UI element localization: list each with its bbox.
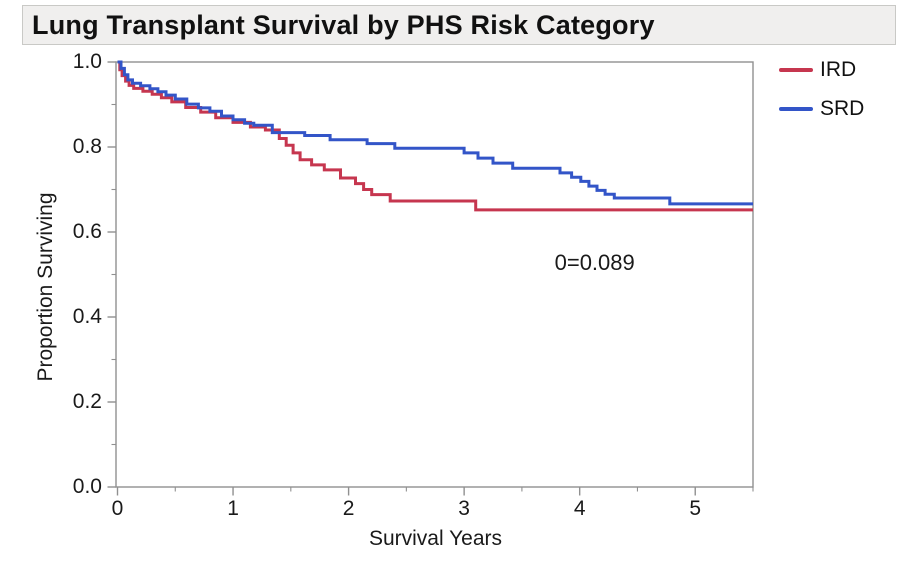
- srd-line-swatch: [779, 107, 813, 111]
- y-axis-label: Proportion Surviving: [34, 192, 57, 382]
- pvalue-annotation: 0=0.089: [554, 249, 635, 275]
- y-tick-label: 0.0: [72, 475, 102, 498]
- y-tick-label: 0.2: [72, 390, 102, 413]
- chart-title: Lung Transplant Survival by PHS Risk Cat…: [32, 9, 655, 40]
- x-tick-label: 0: [111, 497, 124, 520]
- chart-title-bar: Lung Transplant Survival by PHS Risk Cat…: [22, 5, 896, 45]
- y-tick-label: 0.8: [72, 135, 102, 158]
- ird-survival-curve: [117, 60, 753, 212]
- x-tick-label: 2: [342, 497, 355, 520]
- y-tick-label: 1.0: [72, 50, 102, 73]
- x-tick-label: 5: [689, 497, 702, 520]
- srd-survival-curve: [117, 60, 753, 206]
- y-tick-label: 0.4: [72, 305, 102, 328]
- legend: IRD SRD: [779, 58, 864, 121]
- legend-item-srd: SRD: [779, 97, 864, 121]
- x-tick-label: 1: [227, 497, 239, 520]
- plot-frame: [115, 61, 754, 488]
- legend-item-ird: IRD: [779, 58, 864, 82]
- legend-label-srd: SRD: [820, 97, 865, 120]
- x-tick-label: 4: [573, 497, 586, 520]
- legend-label-ird: IRD: [820, 58, 857, 81]
- y-tick-label: 0.6: [72, 220, 102, 243]
- x-axis-label: Survival Years: [368, 527, 503, 550]
- ird-line-swatch: [779, 68, 813, 72]
- x-tick-label: 3: [458, 497, 470, 520]
